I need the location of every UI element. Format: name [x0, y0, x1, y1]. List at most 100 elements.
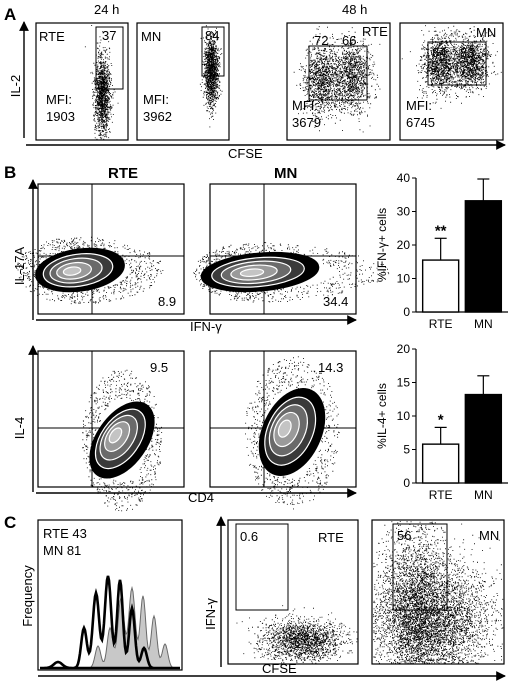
contour-level	[239, 268, 265, 278]
plot-a2-gate-value: 84	[205, 28, 219, 43]
plot-a2-frame	[136, 22, 230, 141]
plot-a4-gate	[427, 41, 487, 86]
y-tick-label: 0	[403, 305, 410, 319]
bar-chart-ifng: 0 10 20 30 40 %IFN-γ+ cells RTE ** MN	[375, 171, 508, 331]
panel-a-ylabel: IL-2	[8, 75, 23, 97]
plot-a1-events	[84, 25, 119, 140]
event-dots	[373, 521, 473, 664]
plot-b-mn-top-contour	[193, 242, 390, 303]
panel-c-xlabel: CFSE	[262, 661, 297, 676]
y-tick-label: 10	[397, 272, 411, 286]
plot-a3-label: RTE	[362, 24, 388, 39]
plot-b-rte-top-frame	[37, 183, 185, 315]
x-tick-label: MN	[474, 317, 493, 331]
plot-a1-frame	[35, 22, 129, 141]
time-label-24h: 24 h	[94, 2, 119, 17]
contour-outliers	[193, 242, 390, 303]
plot-c-rte-frame	[227, 519, 359, 665]
plot-b-mn-bottom-value: 14.3	[318, 360, 343, 375]
bar-ylabel: %IFN-γ+ cells	[375, 208, 389, 282]
time-label-48h: 48 h	[342, 2, 367, 17]
plot-c-rte-events	[236, 605, 358, 664]
bar-rte	[421, 259, 460, 313]
event-dots	[401, 25, 471, 109]
event-dots	[199, 25, 223, 128]
bar-mn	[464, 393, 503, 484]
plot-a3-frame	[286, 22, 391, 141]
panel-c-ylabel: IFN-γ	[203, 598, 218, 630]
plot-b-rte-top-contour	[17, 236, 164, 305]
event-dots	[293, 26, 354, 132]
bar-chart-il4: 0 5 10 15 20 %IL-4+ cells RTE * MN	[375, 342, 508, 502]
y-tick-label: 0	[403, 476, 410, 490]
plot-a1-mfi-value: 1903	[46, 109, 75, 124]
plot-a2-label: MN	[141, 29, 161, 44]
y-tick-label: 15	[397, 376, 411, 390]
y-tick-label: 5	[403, 443, 410, 457]
panel-c-letter: C	[4, 513, 16, 532]
contour-level	[108, 427, 123, 444]
panel-a: A 24 h 48 h IL-2 CFSE RTE 37 MFI: 1903 M…	[4, 2, 506, 161]
plot-b-rte-top-value: 8.9	[158, 294, 176, 309]
histogram-ylabel: Frequency	[20, 565, 35, 627]
event-dots	[84, 25, 119, 140]
plot-b-rte-bottom-contour	[82, 369, 163, 512]
significance-mark: **	[435, 222, 447, 239]
panel-b-bottom-ylabel: IL-4	[12, 417, 27, 439]
plot-a1-mfi-label: MFI:	[46, 92, 72, 107]
panel-b-letter: B	[4, 163, 16, 182]
histogram-legend-mn: MN 81	[43, 543, 81, 558]
plot-a4-label: MN	[476, 25, 496, 40]
histogram-frame	[37, 519, 183, 671]
histogram-rte-curve	[40, 575, 180, 670]
x-tick-label: RTE	[429, 317, 453, 331]
panel-a-xlabel: CFSE	[228, 146, 263, 161]
y-tick-label: 30	[397, 205, 411, 219]
panel-c: C Frequency RTE 43 MN 81 IFN-γ CFSE 0.6 …	[4, 513, 506, 681]
plot-c-mn-gate-value: 56	[397, 528, 411, 543]
plot-a3-gate-right-value: 66	[342, 33, 356, 48]
panel-a-letter: A	[4, 5, 16, 24]
plot-a4-mfi-value: 6745	[406, 115, 435, 130]
significance-mark: *	[438, 411, 444, 428]
plot-a3-mfi-label: MFI:	[292, 98, 318, 113]
plot-a2-mfi-label: MFI:	[143, 92, 169, 107]
plot-c-rte-gate	[235, 523, 289, 611]
panel-b-bottom-xlabel: CD4	[188, 490, 214, 505]
plot-a1-gate-value: 37	[102, 28, 116, 43]
y-tick-label: 20	[397, 342, 411, 356]
plot-a3-mfi-value: 3679	[292, 115, 321, 130]
plot-a4-gate-right-value: 83	[460, 45, 474, 60]
plot-c-mn-events	[373, 521, 504, 664]
plot-a4-mfi-label: MFI:	[406, 98, 432, 113]
event-dots	[236, 605, 358, 664]
plot-c-mn-label: MN	[479, 528, 499, 543]
plot-a4-gate-left-value: 84	[432, 45, 446, 60]
plot-c-mn-frame	[371, 519, 505, 665]
y-tick-label: 10	[397, 409, 411, 423]
x-tick-label: MN	[474, 488, 493, 502]
contour-level	[277, 419, 292, 438]
plot-a4-frame	[399, 22, 504, 141]
plot-b-rte-bottom-frame	[37, 350, 185, 488]
y-tick-label: 40	[397, 171, 411, 185]
plot-b-rte-bottom-value: 9.5	[150, 360, 168, 375]
column-title-mn: MN	[274, 165, 297, 182]
plot-a3-events	[293, 26, 381, 133]
plot-c-rte-gate-value: 0.6	[240, 529, 258, 544]
plot-b-mn-bottom-contour	[245, 356, 340, 510]
plot-c-rte-label: RTE	[318, 530, 344, 545]
column-title-rte: RTE	[108, 165, 138, 182]
y-tick-label: 20	[397, 238, 411, 252]
bar-rte	[421, 443, 460, 484]
plot-b-mn-top-frame	[209, 183, 357, 315]
plot-a2-events	[199, 25, 223, 128]
plot-a4-events	[401, 25, 502, 109]
plot-b-mn-bottom-frame	[209, 350, 357, 488]
plot-a2-mfi-value: 3962	[143, 109, 172, 124]
event-dots	[326, 27, 381, 133]
bar-ylabel: %IL-4+ cells	[375, 383, 389, 449]
plot-b-mn-top-value: 34.4	[323, 294, 348, 309]
contour-level	[62, 266, 82, 276]
